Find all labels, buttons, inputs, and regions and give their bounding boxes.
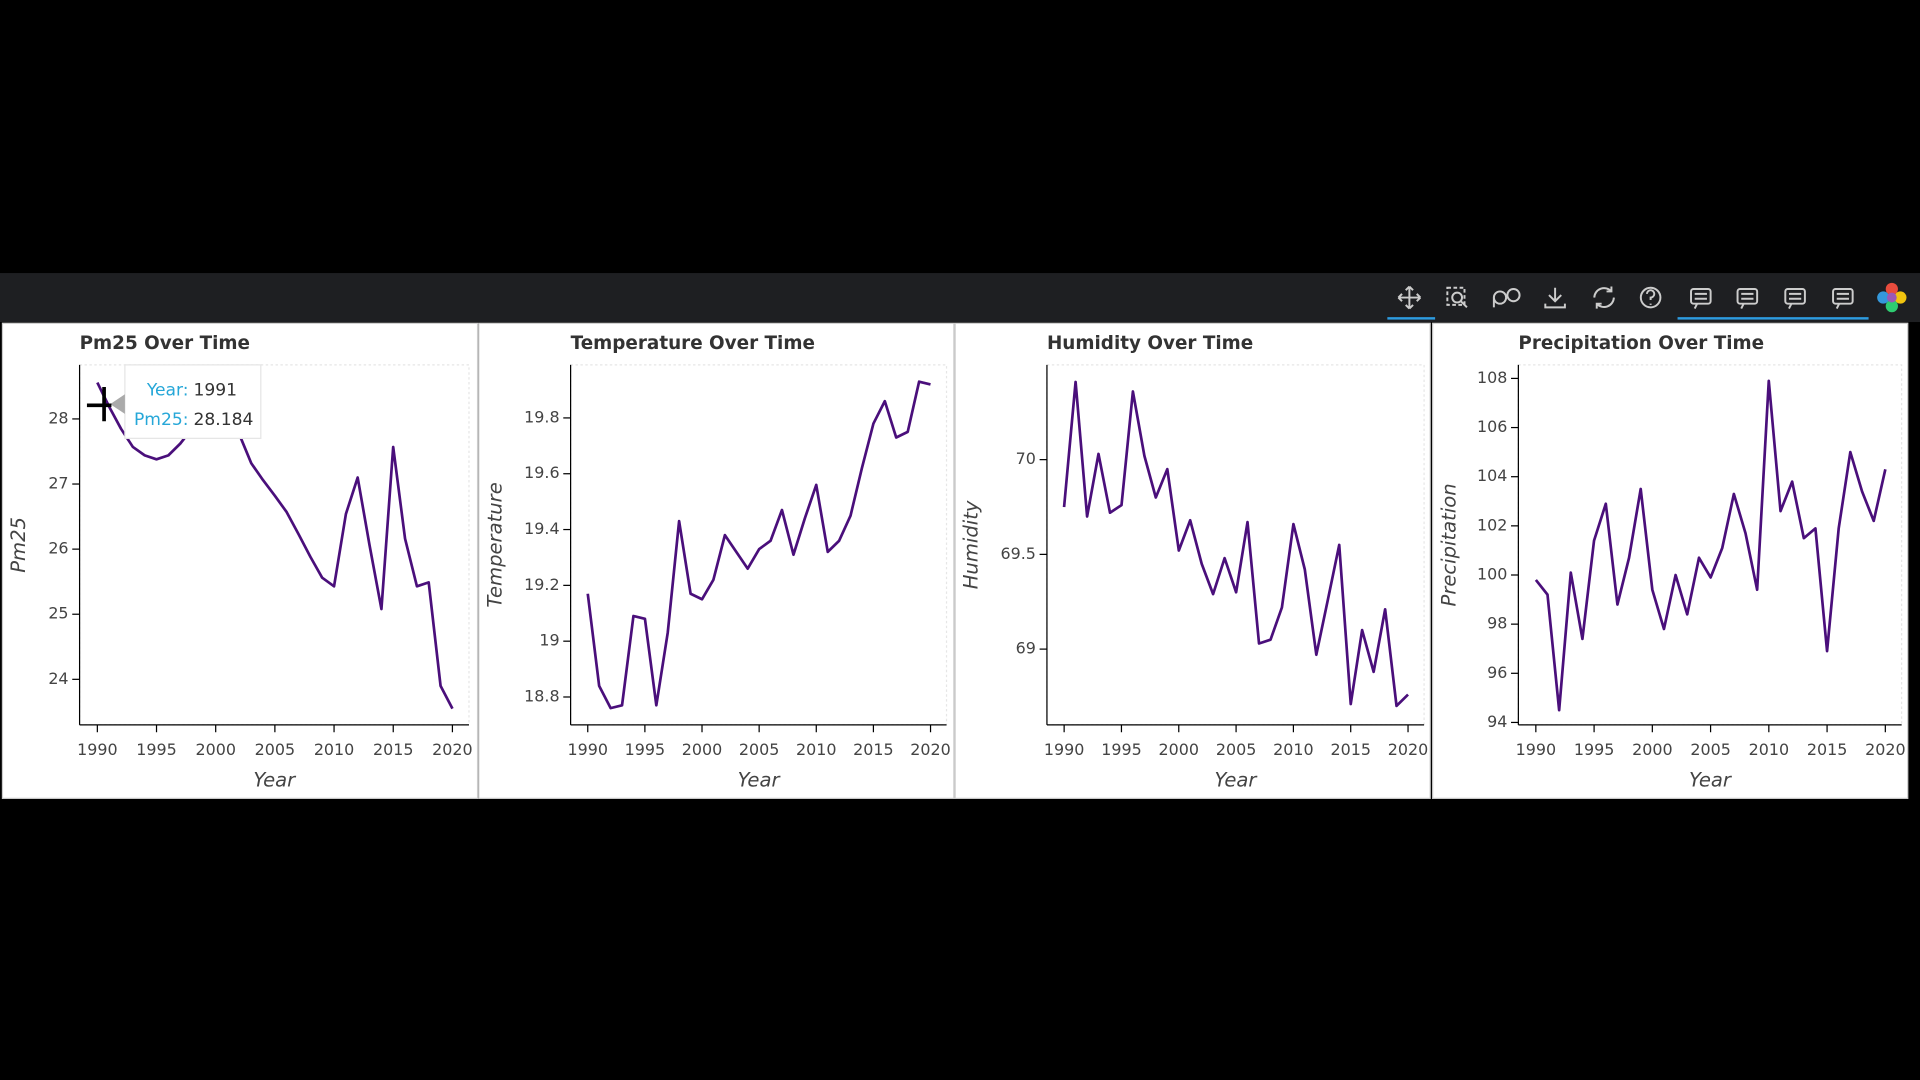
tooltip-label: Pm25:	[134, 410, 189, 430]
plot-frame	[570, 364, 948, 726]
x-axis-label: Year	[1689, 769, 1733, 792]
x-axis-label: Year	[738, 769, 782, 792]
chart-title: Precipitation Over Time	[1518, 333, 1764, 354]
x-tick-label: 2020	[1865, 740, 1905, 759]
x-tick-label: 1990	[1516, 740, 1556, 759]
chart-title: Temperature Over Time	[571, 333, 815, 354]
panel-background	[1432, 322, 1909, 799]
y-tick-label: 106	[1477, 417, 1507, 436]
y-tick-label: 100	[1477, 565, 1507, 584]
chart-panel: Temperature Over Time 18.8 19 19.2 19.4 19.6 1…	[478, 322, 955, 799]
active-indicator	[1677, 317, 1869, 320]
tooltip-value: 28.184	[193, 410, 253, 430]
bokeh-logo[interactable]	[1877, 282, 1907, 313]
x-tick-label: 2010	[1273, 740, 1313, 759]
x-tick-label: 2000	[195, 740, 235, 759]
x-tick-label: 2010	[796, 740, 836, 759]
x-axis-label: Year	[253, 769, 297, 792]
y-tick-label: 27	[48, 474, 68, 493]
x-tick-label: 1995	[625, 740, 665, 759]
hover-tool[interactable]	[1784, 288, 1806, 310]
x-tick-label: 1995	[1101, 740, 1141, 759]
x-tick-label: 2010	[1749, 740, 1789, 759]
y-axis-label: Precipitation	[1437, 483, 1460, 606]
x-axis-label: Year	[1215, 769, 1259, 792]
hover-tool[interactable]	[1736, 288, 1759, 310]
x-tick-label: 2005	[739, 740, 779, 759]
x-tick-label: 2010	[314, 740, 354, 759]
x-tick-label: 2015	[373, 740, 413, 759]
x-tick-label: 2015	[1807, 740, 1847, 759]
x-tick-label: 2005	[1690, 740, 1730, 759]
hover-tool[interactable]	[1690, 288, 1712, 310]
y-axis-label: Pm25	[7, 517, 30, 573]
y-tick-label: 28	[48, 408, 68, 427]
wheel-zoom-tool[interactable]	[1492, 288, 1521, 308]
x-tick-label: 1995	[136, 740, 176, 759]
x-tick-label: 1990	[77, 740, 117, 759]
save-tool[interactable]	[1544, 287, 1566, 309]
y-tick-label: 69.5	[1000, 544, 1035, 563]
x-tick-label: 2005	[255, 740, 295, 759]
y-tick-label: 94	[1487, 712, 1507, 731]
chart-title: Humidity Over Time	[1047, 333, 1253, 354]
y-tick-label: 69	[1016, 639, 1036, 658]
y-axis-label: Temperature	[483, 482, 506, 607]
x-tick-label: 1995	[1574, 740, 1614, 759]
y-tick-label: 102	[1477, 515, 1507, 534]
hover-tool[interactable]	[1832, 288, 1854, 310]
x-tick-label: 2020	[910, 740, 950, 759]
data-line	[1062, 380, 1409, 708]
x-tick-label: 2020	[1388, 740, 1428, 759]
y-tick-label: 104	[1477, 466, 1507, 485]
chart-title: Pm25 Over Time	[80, 333, 250, 354]
data-line	[96, 381, 454, 710]
data-line	[1534, 379, 1887, 712]
y-tick-label: 70	[1016, 449, 1036, 468]
y-tick-label: 26	[48, 539, 68, 558]
y-tick-label: 108	[1477, 368, 1507, 387]
data-line	[586, 380, 931, 710]
y-tick-label: 19.4	[524, 519, 559, 538]
y-tick-label: 25	[48, 604, 68, 623]
x-tick-label: 2015	[853, 740, 893, 759]
x-tick-label: 1990	[1044, 740, 1084, 759]
x-tick-label: 2015	[1330, 740, 1370, 759]
x-tick-label: 2020	[432, 740, 472, 759]
box-zoom-tool[interactable]	[1446, 286, 1468, 309]
y-tick-label: 19	[539, 631, 559, 650]
reset-tool[interactable]	[1593, 286, 1615, 309]
toolbar	[0, 273, 1920, 323]
chart-panel: Precipitation Over Time 94 96 98 100 102 104 10…	[1432, 322, 1909, 799]
chart-panel: Humidity Over Time 69 69.5 70 1990 1995 2000 20…	[954, 322, 1431, 799]
x-tick-label: 1990	[568, 740, 608, 759]
y-tick-label: 19.8	[524, 407, 559, 426]
y-tick-label: 19.6	[524, 463, 559, 482]
x-tick-label: 2000	[682, 740, 722, 759]
y-tick-label: 19.2	[524, 575, 559, 594]
tooltip-label: Year:	[146, 381, 189, 401]
y-tick-label: 18.8	[524, 686, 559, 705]
panel-background	[478, 322, 955, 799]
toolbar-icons	[1387, 282, 1907, 320]
charts: Pm25 Over Time 24 25 26 27 28 1990 1995 2000 2005…	[1, 322, 1909, 799]
x-tick-label: 2000	[1632, 740, 1672, 759]
x-tick-label: 2005	[1216, 740, 1256, 759]
help-tool[interactable]	[1639, 286, 1662, 309]
y-tick-label: 96	[1487, 663, 1507, 682]
y-axis-label: Humidity	[960, 500, 983, 589]
pan-tool[interactable]	[1387, 285, 1436, 320]
y-tick-label: 24	[48, 669, 68, 688]
tooltip-value: 1991	[193, 381, 237, 401]
panel-background	[954, 322, 1431, 799]
x-tick-label: 2000	[1159, 740, 1199, 759]
crosshair-cursor	[86, 386, 112, 422]
chart-panel: Pm25 Over Time 24 25 26 27 28 1990 1995 2000 2005…	[1, 322, 479, 799]
tooltip-pointer	[110, 394, 125, 414]
plot-frame	[1517, 364, 1903, 726]
y-tick-label: 98	[1487, 614, 1507, 633]
